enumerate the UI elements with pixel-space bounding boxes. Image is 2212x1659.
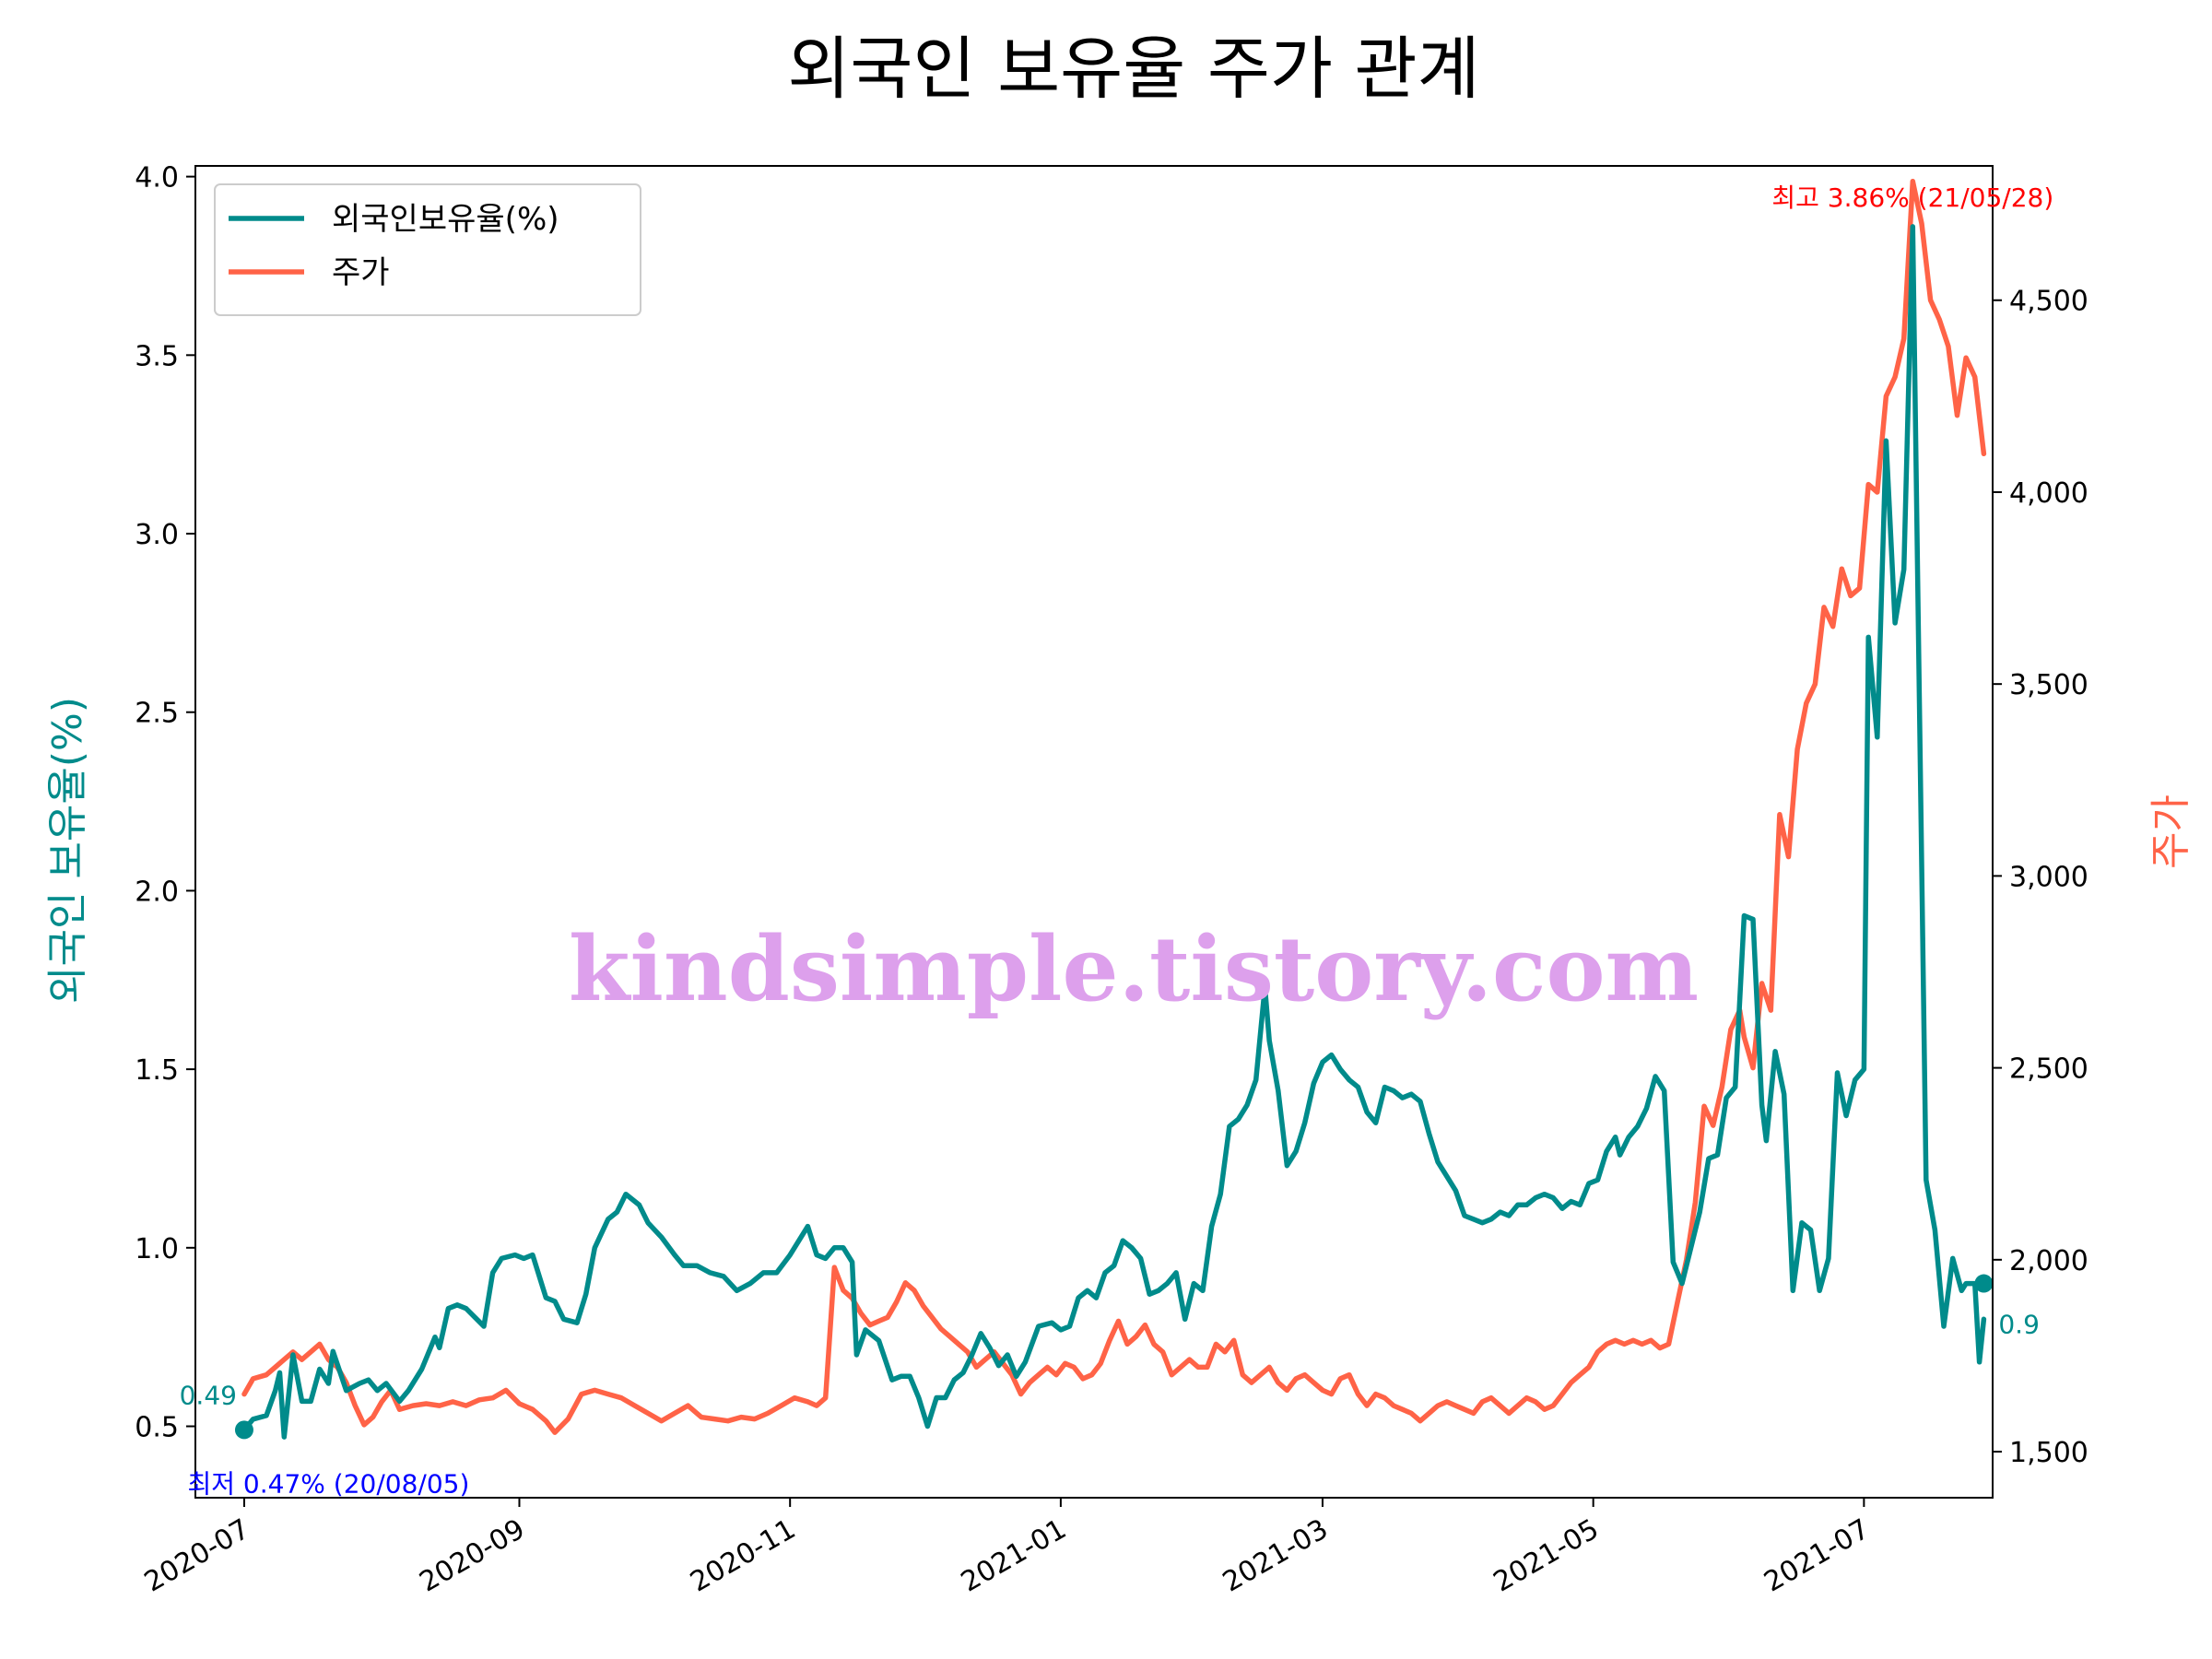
annotation-layer: 0.49 0.9 최고 3.86% (21/05/28) 최저 0.47% (20/0…: [180, 182, 2054, 1500]
series-line-stock-price: [241, 178, 1987, 1435]
chart-title: 외국인 보유율 주가 관계: [787, 29, 1479, 109]
y-tick-label-right: 4,000: [2009, 477, 2088, 510]
y-axis-label-left: 외국인 보유율(%): [44, 697, 91, 1004]
legend: 외국인보유율(%) 주가: [214, 183, 641, 316]
y-tick-label-left: 1.0: [135, 1233, 179, 1265]
y-axis-label-right: 주가: [2147, 794, 2194, 869]
y-tick-label-left: 2.0: [135, 876, 179, 908]
watermark-text: kindsimple.tistory.com: [569, 917, 1699, 1021]
y-tick-label-right: 3,000: [2009, 861, 2088, 893]
plot-frame: [194, 165, 1994, 1499]
endpoint-label: 0.49: [180, 1380, 237, 1410]
endpoint-marker: [1974, 1274, 1994, 1293]
y-tick-label-right: 2,000: [2009, 1245, 2088, 1277]
legend-label: 주가: [332, 254, 390, 291]
endpoint-label: 0.9: [1998, 1310, 2040, 1340]
legend-box: [214, 183, 641, 316]
max-annotation: 최고 3.86% (21/05/28): [1771, 182, 2053, 213]
legend-label: 외국인보유율(%): [332, 201, 559, 238]
y-tick-label-left: 3.5: [135, 340, 179, 372]
y-tick-label-left: 0.5: [135, 1412, 179, 1444]
plot-layer: [234, 178, 1994, 1440]
y-tick-label-left: 4.0: [135, 162, 179, 194]
y-tick-label-right: 4,500: [2009, 286, 2088, 318]
y-tick-label-right: 1,500: [2009, 1437, 2088, 1469]
min-annotation: 최저 0.47% (20/08/05): [188, 1469, 470, 1500]
y-tick-label-right: 3,500: [2009, 669, 2088, 701]
series-line-foreign-ownership: [241, 224, 1987, 1440]
y-tick-label-left: 1.5: [135, 1054, 179, 1087]
y-tick-label-right: 2,500: [2009, 1053, 2088, 1086]
y-tick-label-left: 2.5: [135, 698, 179, 730]
y-tick-label-left: 3.0: [135, 519, 179, 551]
endpoint-marker: [234, 1420, 253, 1440]
